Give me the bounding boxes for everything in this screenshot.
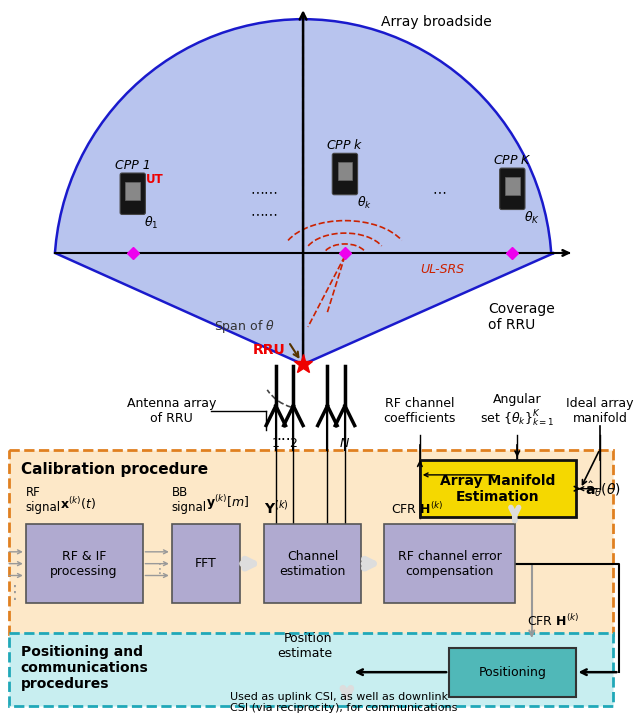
Text: RF & IF
processing: RF & IF processing <box>51 549 118 577</box>
Text: $\cdots$: $\cdots$ <box>432 184 447 198</box>
Text: $\cdots\cdots$: $\cdots\cdots$ <box>250 184 278 198</box>
Bar <box>420 460 575 517</box>
Text: Calibration procedure: Calibration procedure <box>21 462 208 477</box>
Text: CFR $\mathbf{H}^{(k)}$: CFR $\mathbf{H}^{(k)}$ <box>527 613 579 629</box>
Text: Array Manifold
Estimation: Array Manifold Estimation <box>440 474 556 504</box>
FancyBboxPatch shape <box>500 168 525 209</box>
Text: Span of $\theta$: Span of $\theta$ <box>214 319 275 336</box>
Text: Used as uplink CSI, as well as downlink
CSI (via reciprocity), for communication: Used as uplink CSI, as well as downlink … <box>230 692 458 713</box>
Text: Antenna array
of RRU: Antenna array of RRU <box>127 397 216 425</box>
FancyBboxPatch shape <box>120 173 145 214</box>
Text: $\mathbf{Y}^{(k)}$: $\mathbf{Y}^{(k)}$ <box>264 498 289 516</box>
Text: Array broadside: Array broadside <box>381 15 492 29</box>
Bar <box>125 182 140 200</box>
Text: Angular
set $\{\theta_k\}_{k=1}^K$: Angular set $\{\theta_k\}_{k=1}^K$ <box>480 393 554 429</box>
Text: $\cdots\cdots$: $\cdots\cdots$ <box>250 206 278 221</box>
Bar <box>9 450 612 638</box>
Text: 2: 2 <box>289 437 298 450</box>
Text: RF
signal: RF signal <box>26 486 61 514</box>
Text: Ideal array
manifold: Ideal array manifold <box>566 397 634 425</box>
Text: $\theta_K$: $\theta_K$ <box>524 209 540 226</box>
Text: FFT: FFT <box>195 557 216 570</box>
Text: Positioning and
communications
procedures: Positioning and communications procedure… <box>21 644 148 691</box>
Text: UL-SRS: UL-SRS <box>420 263 464 276</box>
Text: RRU: RRU <box>253 342 285 357</box>
Text: Positioning: Positioning <box>478 666 547 679</box>
Text: CPP $K$: CPP $K$ <box>493 154 532 167</box>
Text: $\hat{\mathbf{a}}_{\theta}(\theta)$: $\hat{\mathbf{a}}_{\theta}(\theta)$ <box>586 479 621 498</box>
Text: CPP $k$: CPP $k$ <box>326 138 364 152</box>
Text: RF channel error
compensation: RF channel error compensation <box>397 549 501 577</box>
FancyBboxPatch shape <box>332 153 358 195</box>
Bar <box>172 524 240 603</box>
Bar <box>384 524 515 603</box>
Text: $\mathbf{x}^{(k)}(t)$: $\mathbf{x}^{(k)}(t)$ <box>60 495 96 513</box>
Text: RF channel
coefficients: RF channel coefficients <box>383 397 456 425</box>
Text: $\theta_k$: $\theta_k$ <box>356 195 372 211</box>
Text: Coverage
of RRU: Coverage of RRU <box>488 302 555 332</box>
Text: $\mathbf{y}^{(k)}[m]$: $\mathbf{y}^{(k)}[m]$ <box>206 493 249 513</box>
Text: $N$: $N$ <box>339 437 351 450</box>
Bar <box>449 648 575 697</box>
Text: 1: 1 <box>272 437 280 450</box>
Bar <box>264 524 362 603</box>
Text: ⋮: ⋮ <box>6 585 24 603</box>
Text: CPP 1: CPP 1 <box>115 159 150 172</box>
Text: Channel
estimation: Channel estimation <box>280 549 346 577</box>
Bar <box>9 633 612 706</box>
Text: $\theta_1$: $\theta_1$ <box>145 214 159 231</box>
Text: Position
estimate: Position estimate <box>277 632 332 660</box>
Text: BB
signal: BB signal <box>172 486 207 514</box>
Text: CFR $\mathbf{H}^{(k)}$: CFR $\mathbf{H}^{(k)}$ <box>390 501 443 517</box>
Text: ...: ... <box>276 428 291 443</box>
Bar <box>26 524 143 603</box>
Text: UT: UT <box>145 173 163 186</box>
Bar <box>505 177 520 195</box>
Polygon shape <box>55 19 554 365</box>
Bar <box>338 162 352 180</box>
Text: ⋮: ⋮ <box>153 562 167 576</box>
